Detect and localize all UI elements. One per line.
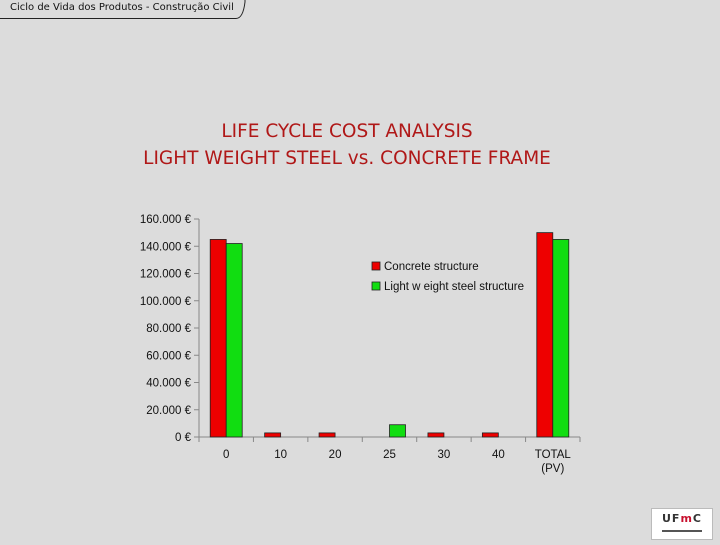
slide-title-line-2: LIGHT WEIGHT STEEL vs. CONCRETE FRAME xyxy=(143,148,551,169)
bar-steel xyxy=(389,424,406,438)
header-text: Ciclo de Vida dos Produtos - Construção … xyxy=(10,2,234,13)
y-tick-label: 140.000 € xyxy=(140,241,192,253)
logo-text: UFmC xyxy=(662,512,702,525)
slide-title-line-1: LIFE CYCLE COST ANALYSIS xyxy=(221,121,473,142)
y-tick-label: 80.000 € xyxy=(146,323,191,335)
legend-swatch xyxy=(371,281,381,291)
header-tab: Ciclo de Vida dos Produtos - Construção … xyxy=(0,0,246,19)
x-tick-label: 20 xyxy=(329,449,342,461)
bar-concrete xyxy=(481,432,499,438)
y-tick-label: 100.000 € xyxy=(140,296,192,308)
x-tick-label: 25 xyxy=(383,449,396,461)
legend-label: Concrete structure xyxy=(384,261,479,273)
x-tick-label: (PV) xyxy=(541,463,564,475)
header-tab-outline xyxy=(0,0,246,19)
x-tick-label: 30 xyxy=(438,449,451,461)
bar-steel xyxy=(552,239,570,438)
y-tick-label: 0 € xyxy=(175,432,192,444)
logo-underline xyxy=(662,530,702,532)
legend-swatch xyxy=(371,261,381,271)
bar-concrete xyxy=(427,432,445,438)
y-tick-label: 120.000 € xyxy=(140,269,192,281)
legend-label: Light w eight steel structure xyxy=(384,281,524,293)
y-tick-label: 60.000 € xyxy=(146,350,191,362)
bar-concrete xyxy=(318,432,336,438)
y-tick-label: 160.000 € xyxy=(140,214,192,226)
x-tick-label: 0 xyxy=(223,449,229,461)
y-tick-label: 40.000 € xyxy=(146,378,191,390)
bar-concrete xyxy=(536,232,554,438)
x-tick-label: 10 xyxy=(274,449,287,461)
y-tick-label: 20.000 € xyxy=(146,405,191,417)
x-tick-label: TOTAL xyxy=(535,449,572,461)
slide-title: LIFE CYCLE COST ANALYSIS LIGHT WEIGHT ST… xyxy=(0,118,694,172)
x-tick-label: 40 xyxy=(492,449,505,461)
university-logo: UFmC xyxy=(651,508,713,540)
bar-steel xyxy=(225,243,243,438)
bar-concrete xyxy=(209,239,227,438)
bar-concrete xyxy=(264,432,282,438)
